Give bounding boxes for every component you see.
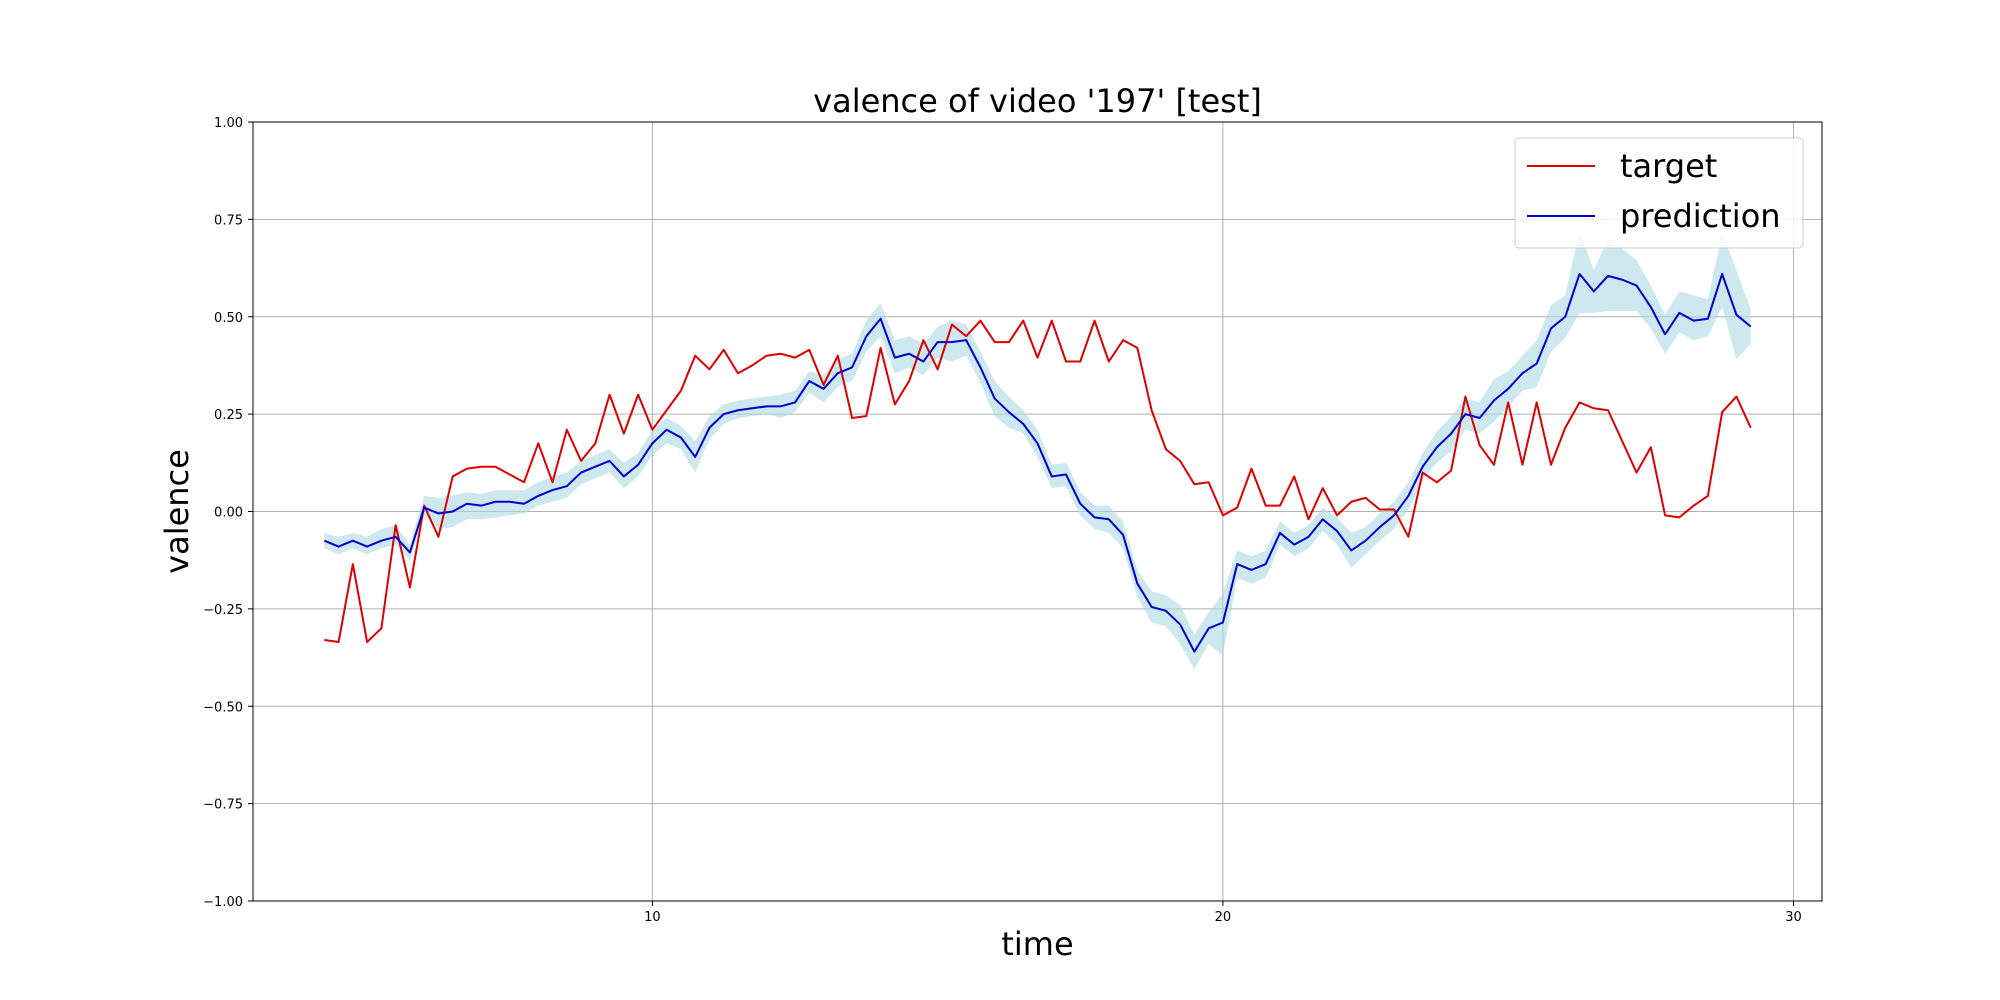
prediction-band [324,231,1751,670]
y-tick-label: −0.50 [203,700,243,715]
x-tick-label: 10 [644,910,661,925]
legend-label-target: target [1620,147,1717,185]
legend-label-prediction: prediction [1620,197,1781,235]
y-tick-label: 0.25 [214,408,243,423]
y-tick-label: 0.75 [214,213,243,228]
y-tick-label: −0.75 [203,798,243,813]
x-tick-label: 30 [1785,910,1802,925]
series-lines [323,272,1752,653]
y-axis-label: valence [158,449,196,574]
y-tick-label: 1.00 [214,116,243,131]
x-axis-label: time [1001,925,1073,963]
y-tick-label: −1.00 [203,895,243,910]
y-tick-label: 0.00 [214,506,243,521]
prediction-confidence-band [324,231,1751,670]
y-tick-label: 0.50 [214,311,243,326]
x-tick-label: 20 [1215,910,1232,925]
chart-title: valence of video '197' [test] [813,82,1262,120]
series-line-prediction [323,272,1752,653]
ticks: −1.00 −0.75 −0.50 −0.25 0.00 0.25 0.50 0.75 1.00… [203,116,1802,925]
y-tick-label: −0.25 [203,603,243,618]
legend: target prediction [1514,137,1804,249]
series-line-target [324,319,1752,643]
